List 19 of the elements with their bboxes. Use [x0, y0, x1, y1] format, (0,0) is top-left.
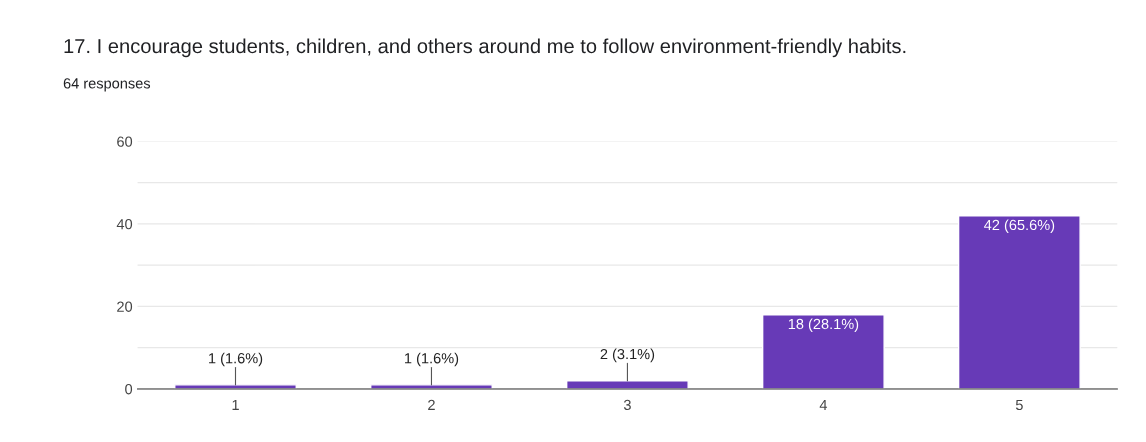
data-label: 42 (65.6%) [984, 219, 1055, 233]
bar [565, 380, 689, 389]
y-tick-label: 60 [117, 136, 133, 147]
y-tick-label: 20 [117, 301, 133, 312]
y-tick-label: 40 [116, 219, 133, 230]
chart-title: 17. I encourage students, children, and others around me to follow environment-friendly habits. [64, 38, 906, 58]
data-label: 1 (1.6%) [209, 352, 263, 367]
x-tick-label: 3 [623, 399, 631, 411]
x-tick-label: 1 [232, 399, 239, 410]
x-tick-label: 2 [428, 399, 435, 410]
data-label: 2 (3.1%) [600, 348, 655, 363]
data-label: 1 (1.6%) [405, 352, 459, 367]
data-label: 18 (28.1%) [788, 318, 859, 332]
bar [957, 215, 1081, 389]
y-tick-label: 0 [125, 384, 133, 395]
chart-subtitle: 64 responses [63, 78, 151, 92]
x-tick-label: 5 [1015, 399, 1023, 411]
x-tick-label: 4 [819, 399, 828, 410]
bar [761, 314, 885, 389]
